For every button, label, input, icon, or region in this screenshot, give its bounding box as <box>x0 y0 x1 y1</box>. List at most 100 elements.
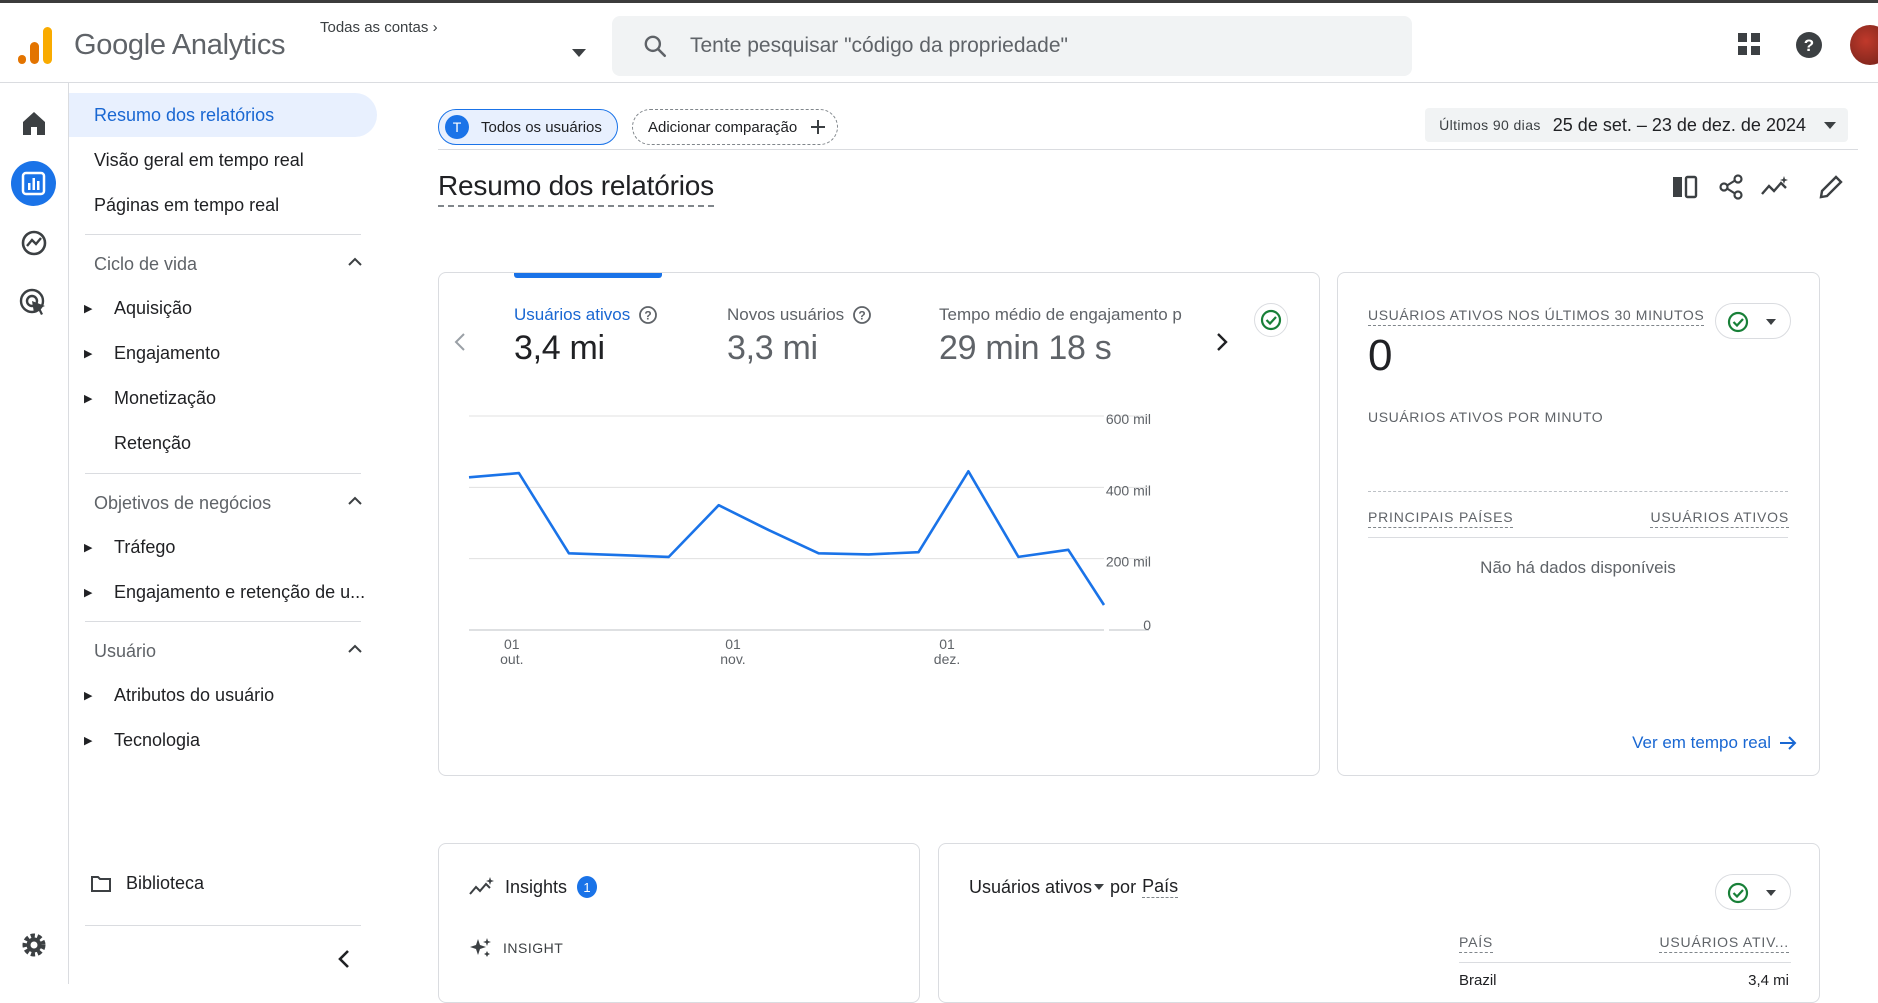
nav-monetization[interactable]: ▶ Monetização <box>69 378 379 418</box>
col-active-users[interactable]: USUÁRIOS ATIV... <box>1659 934 1789 953</box>
advertising-icon[interactable] <box>18 287 50 319</box>
nav-label: Engajamento <box>114 342 221 363</box>
nav-traffic[interactable]: ▶ Tráfego <box>69 527 379 567</box>
nav-label: Biblioteca <box>126 872 205 893</box>
y-tick-label: 0 <box>1143 617 1151 633</box>
metric-label: Tempo médio de engajamento p <box>939 305 1182 324</box>
realtime-quality-chip[interactable] <box>1715 303 1791 339</box>
dropdown-caret-icon[interactable] <box>1094 884 1105 890</box>
chevron-left-icon[interactable] <box>453 331 467 353</box>
data-quality-badge[interactable] <box>1254 303 1288 337</box>
x-tick-day: 01 <box>504 636 520 652</box>
insights-title: Insights <box>505 876 568 897</box>
compare-view-icon[interactable] <box>1670 172 1700 202</box>
analytics-logo-icon[interactable] <box>18 27 52 65</box>
expand-arrow-icon: ▶ <box>84 541 93 554</box>
nav-label: Engajamento e retenção de u... <box>114 581 366 602</box>
chevron-up-icon[interactable] <box>348 644 362 653</box>
left-rail <box>0 83 69 984</box>
nav-label: Aquisição <box>114 297 193 318</box>
nav-user-attributes[interactable]: ▶ Atributos do usuário <box>69 675 379 715</box>
realtime-title[interactable]: USUÁRIOS ATIVOS NOS ÚLTIMOS 30 MINUTOS <box>1368 307 1705 326</box>
date-preset: Últimos 90 dias <box>1439 117 1541 133</box>
explore-icon[interactable] <box>18 227 50 259</box>
date-range-text: 25 de set. – 23 de dez. de 2024 <box>1552 114 1806 135</box>
share-icon[interactable] <box>1716 172 1746 202</box>
sparkle-icon <box>470 938 491 957</box>
svg-text:?: ? <box>859 309 866 323</box>
date-range-picker[interactable]: Últimos 90 dias 25 de set. – 23 de dez. … <box>1425 108 1848 142</box>
help-outline-icon[interactable]: ? <box>638 305 658 325</box>
nav-label: Monetização <box>114 387 217 408</box>
section-business-objectives[interactable]: Objetivos de negócios <box>94 486 374 520</box>
nav-technology[interactable]: ▶ Tecnologia <box>69 720 379 760</box>
x-tick-month: nov. <box>720 651 745 667</box>
avatar[interactable] <box>1850 25 1878 65</box>
search-bar[interactable] <box>612 16 1412 76</box>
metric-selector[interactable]: Usuários ativos <box>969 876 1093 897</box>
metric-value: 3,3 mi <box>727 329 818 367</box>
apps-grid-icon[interactable] <box>1736 31 1762 57</box>
page-title[interactable]: Resumo dos relatórios <box>438 170 714 207</box>
divider <box>85 925 361 926</box>
expand-arrow-icon: ▶ <box>84 586 93 599</box>
metric-value: 3,4 mi <box>514 329 605 367</box>
metric-tab-active-users[interactable]: Usuários ativos ? 3,4 mi <box>514 273 663 368</box>
home-icon[interactable] <box>18 107 50 139</box>
nav-label: Tráfego <box>114 536 176 557</box>
account-picker[interactable]: Todas as contas › <box>320 19 588 67</box>
x-tick-day: 01 <box>725 636 741 652</box>
settings-icon[interactable] <box>18 929 50 961</box>
nav-library[interactable]: Biblioteca <box>69 863 379 903</box>
arrow-right-icon <box>1780 736 1797 750</box>
nav-realtime-overview[interactable]: Visão geral em tempo real <box>94 149 304 170</box>
svg-text:?: ? <box>1804 36 1814 55</box>
dimension-selector[interactable]: País <box>1142 876 1179 898</box>
nav-engagement[interactable]: ▶ Engajamento <box>69 333 379 373</box>
country-quality-chip[interactable] <box>1715 874 1791 910</box>
insights-count-badge: 1 <box>577 876 598 898</box>
country-users: 3,4 mi <box>1748 972 1789 989</box>
view-realtime-link[interactable]: Ver em tempo real <box>1632 733 1797 753</box>
chevron-up-icon[interactable] <box>348 257 362 266</box>
nav-acquisition[interactable]: ▶ Aquisição <box>69 288 379 328</box>
metric-label: Usuários ativos <box>514 305 631 324</box>
nav-reports-snapshot[interactable]: Resumo dos relatórios <box>69 93 377 137</box>
nav-engagement-retention[interactable]: ▶ Engajamento e retenção de u... <box>69 572 379 612</box>
col-top-countries[interactable]: PRINCIPAIS PAÍSES <box>1368 509 1514 528</box>
edit-pencil-icon[interactable] <box>1816 172 1846 202</box>
section-title: Ciclo de vida <box>94 253 198 274</box>
collapse-nav-icon[interactable] <box>337 949 351 969</box>
col-active-users[interactable]: USUÁRIOS ATIVOS <box>1650 509 1789 528</box>
divider <box>85 234 361 235</box>
comparison-toolbar: T Todos os usuários Adicionar comparação… <box>438 106 1858 150</box>
segment-chip-all-users[interactable]: T Todos os usuários <box>438 109 618 145</box>
chevron-up-icon[interactable] <box>348 496 362 505</box>
nav-retention[interactable]: Retenção <box>69 423 379 463</box>
check-circle-icon <box>1727 882 1749 904</box>
col-country[interactable]: PAÍS <box>1459 934 1494 953</box>
segment-label: Todos os usuários <box>481 118 602 136</box>
x-tick-month: out. <box>500 651 523 667</box>
section-user[interactable]: Usuário <box>94 634 374 668</box>
account-breadcrumb[interactable]: Todas as contas <box>320 19 429 36</box>
insights-sparkle-icon <box>469 877 494 895</box>
help-outline-icon[interactable]: ? <box>852 305 872 325</box>
chevron-right-icon[interactable] <box>1215 331 1229 353</box>
svg-text:?: ? <box>645 309 652 323</box>
add-comparison-button[interactable]: Adicionar comparação <box>632 109 839 145</box>
search-input[interactable] <box>690 16 1380 76</box>
section-lifecycle[interactable]: Ciclo de vida <box>94 247 374 281</box>
divider <box>85 473 361 474</box>
metric-tab-new-users[interactable]: Novos usuários ? 3,3 mi <box>727 293 872 368</box>
reports-icon[interactable] <box>11 161 56 206</box>
metric-label: Novos usuários <box>727 305 845 324</box>
metric-tab-engagement-time[interactable]: Tempo médio de engajamento p 29 min 18 s <box>939 293 1182 368</box>
brand-name: Google Analytics <box>74 29 286 61</box>
expand-arrow-icon: ▶ <box>84 689 93 702</box>
help-icon[interactable]: ? <box>1795 31 1823 59</box>
nav-realtime-pages[interactable]: Páginas em tempo real <box>94 194 280 215</box>
series-line <box>468 470 1106 606</box>
insights-sparkle-icon[interactable] <box>1760 172 1790 202</box>
